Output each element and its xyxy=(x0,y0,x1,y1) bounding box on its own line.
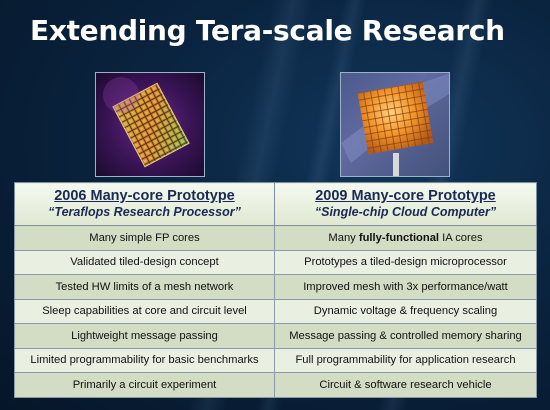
table-cell: Validated tiled-design concept xyxy=(14,249,275,275)
table-cell: Full programmability for application res… xyxy=(274,347,537,373)
table-cell: Tested HW limits of a mesh network xyxy=(14,274,275,300)
cell-text-bold: fully-functional xyxy=(358,231,440,244)
table-row: Many simple FP cores Many fully-function… xyxy=(14,225,537,251)
table-cell: Dynamic voltage & frequency scaling xyxy=(274,298,537,324)
cell-text: Many xyxy=(328,231,359,244)
table-row: Tested HW limits of a mesh network Impro… xyxy=(14,274,537,300)
cloud-computer-chip-image xyxy=(340,72,450,177)
column-heading: 2009 Many-core Prototype xyxy=(315,188,496,204)
cell-text: IA cores xyxy=(439,231,483,244)
table-cell: Prototypes a tiled-design microprocessor xyxy=(274,249,537,275)
table-row: Validated tiled-design concept Prototype… xyxy=(14,249,537,275)
table-cell: Many simple FP cores xyxy=(14,225,275,251)
comparison-table: 2006 Many-core Prototype “Teraflops Rese… xyxy=(14,182,537,398)
column-header-2006: 2006 Many-core Prototype “Teraflops Rese… xyxy=(14,182,275,226)
table-cell: Message passing & controlled memory shar… xyxy=(274,323,537,349)
table-cell: Limited programmability for basic benchm… xyxy=(14,347,275,373)
table-cell: Lightweight message passing xyxy=(14,323,275,349)
column-header-2009: 2009 Many-core Prototype “Single-chip Cl… xyxy=(274,182,537,226)
table-cell: Many fully-functional IA cores xyxy=(274,225,537,251)
table-row: Primarily a circuit experiment Circuit &… xyxy=(14,372,537,398)
table-header-row: 2006 Many-core Prototype “Teraflops Rese… xyxy=(14,182,537,226)
column-subheading: “Single-chip Cloud Computer” xyxy=(314,205,497,219)
table-cell: Sleep capabilities at core and circuit l… xyxy=(14,298,275,324)
column-heading: 2006 Many-core Prototype xyxy=(54,188,235,204)
table-cell: Circuit & software research vehicle xyxy=(274,372,537,398)
table-row: Lightweight message passing Message pass… xyxy=(14,323,537,349)
slide-title: Extending Tera-scale Research xyxy=(30,14,505,47)
column-subheading: “Teraflops Research Processor” xyxy=(48,205,241,219)
table-row: Sleep capabilities at core and circuit l… xyxy=(14,298,537,324)
table-cell: Improved mesh with 3x performance/watt xyxy=(274,274,537,300)
table-row: Limited programmability for basic benchm… xyxy=(14,347,537,373)
table-cell: Primarily a circuit experiment xyxy=(14,372,275,398)
teraflops-chip-image xyxy=(95,72,205,177)
